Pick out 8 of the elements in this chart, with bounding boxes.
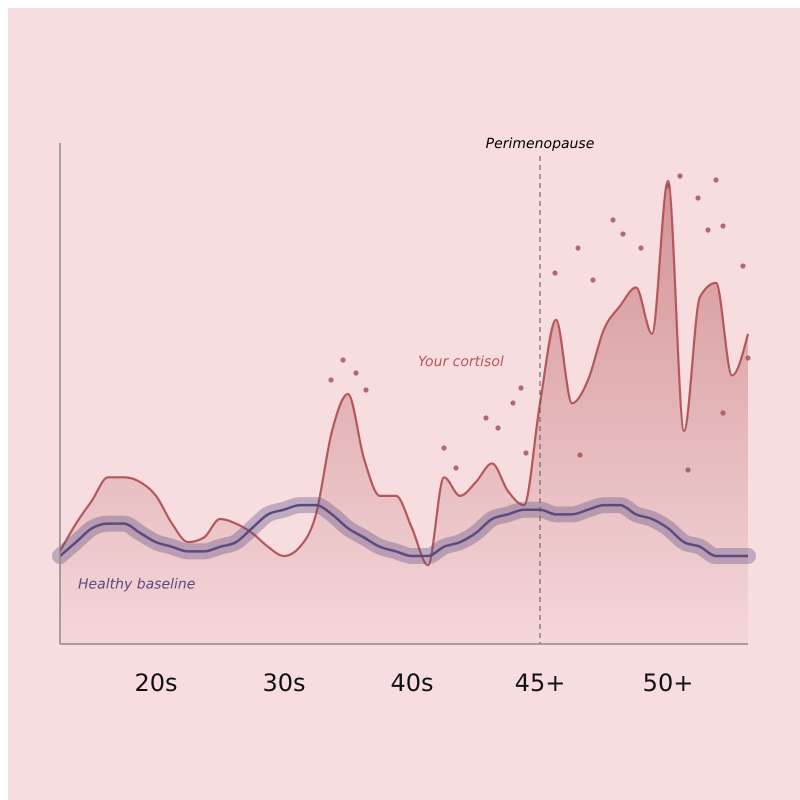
series-label: Healthy baseline xyxy=(78,576,196,592)
x-tick-label: 20s xyxy=(134,669,178,697)
ref-line-label: Perimenopause xyxy=(486,136,594,152)
x-tick-label: 50+ xyxy=(642,669,694,697)
x-tick-label: 45+ xyxy=(514,669,566,697)
text: Your cortisol xyxy=(418,354,504,370)
x-tick-label: 30s xyxy=(262,669,306,697)
x-tick-label: 40s xyxy=(390,669,434,697)
